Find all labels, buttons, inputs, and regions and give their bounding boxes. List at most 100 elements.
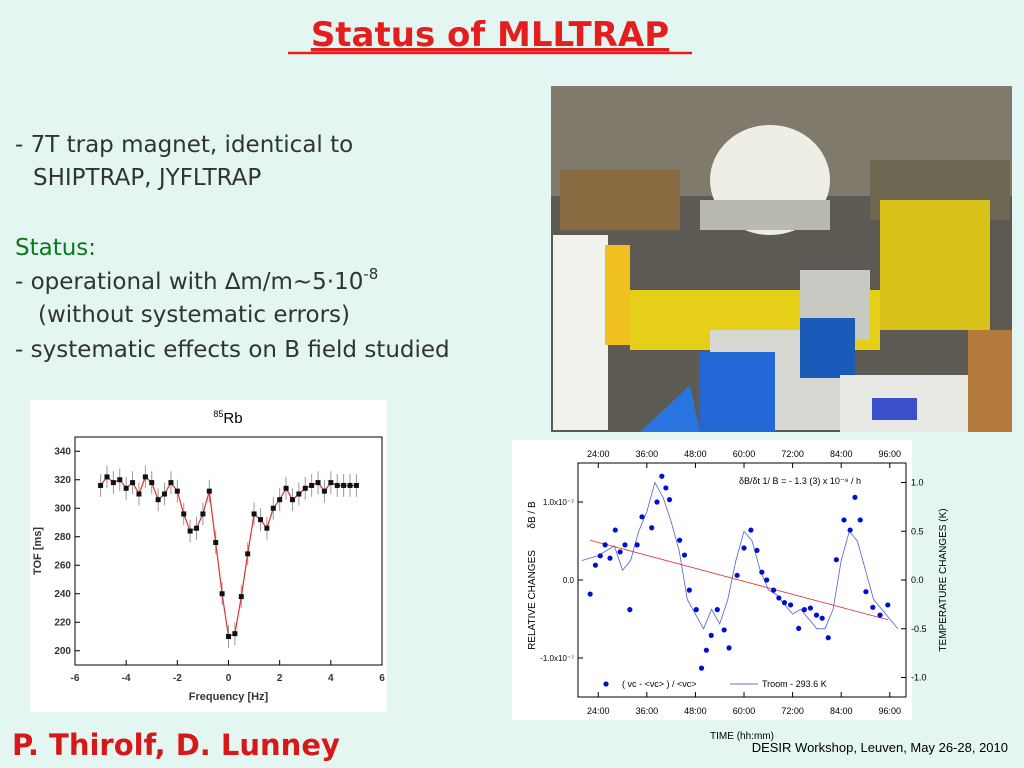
data-point (123, 485, 129, 491)
x-tick-label: 48:00 (684, 706, 707, 716)
data-point (213, 539, 219, 545)
authors: P. Thirolf, D. Lunney (12, 728, 340, 762)
data-point (597, 553, 603, 559)
data-point (634, 542, 640, 548)
data-point (334, 482, 340, 488)
data-point (283, 485, 289, 491)
data-point (607, 555, 613, 561)
data-point (666, 497, 673, 503)
data-point (226, 634, 231, 639)
y-tick-label: 200 (54, 646, 71, 657)
y2-tick-label: 0.0 (911, 575, 924, 585)
x-tick-label-top: 36:00 (636, 449, 659, 459)
data-point (787, 602, 794, 608)
data-point (734, 572, 740, 578)
data-point (741, 545, 747, 551)
data-point (703, 647, 709, 653)
data-point (130, 480, 136, 486)
title-superscript: 85 (213, 409, 223, 419)
data-point (770, 587, 777, 593)
y-tick-label: -1.0x10⁻⁷ (540, 654, 574, 663)
data-point (181, 511, 187, 517)
tof-panel (30, 400, 387, 712)
data-point (309, 482, 315, 488)
bullet: - systematic effects on B field studied (15, 337, 450, 363)
x-tick-label: 2 (277, 673, 283, 684)
y-axis-label: RELATIVE CHANGES (527, 550, 538, 650)
x-tick-label-top: 84:00 (830, 449, 853, 459)
y-tick-label: 0.0 (563, 576, 575, 585)
data-point (270, 505, 276, 511)
x-axis-label: Frequency [Hz] (189, 691, 269, 703)
x-tick-label: 24:00 (587, 706, 610, 716)
bullet-text: - operational with ∆m/m~5·10 (15, 269, 363, 295)
data-point (714, 607, 720, 613)
data-point (698, 665, 705, 671)
y2-tick-label: -0.5 (911, 624, 927, 634)
x-tick-label: -2 (173, 673, 182, 684)
x-tick-label-top: 60:00 (733, 449, 756, 459)
y-tick-label: 260 (54, 560, 71, 571)
data-point (801, 607, 807, 613)
data-point (807, 605, 814, 611)
data-point (251, 511, 257, 517)
data-point (649, 525, 655, 531)
x-tick-label: 6 (379, 673, 385, 684)
slide-title: Status of MLLTRAP (311, 15, 669, 55)
y-tick-label: 280 (54, 532, 71, 543)
data-point (587, 591, 593, 597)
data-point (764, 577, 770, 583)
data-point (187, 528, 193, 534)
data-point (321, 488, 327, 494)
data-point (347, 482, 353, 488)
data-point (174, 488, 180, 494)
data-point (117, 477, 123, 483)
data-point (796, 625, 802, 631)
trend-line (589, 539, 888, 621)
y-tick-label: 220 (54, 617, 71, 628)
data-point (264, 525, 270, 531)
data-point (841, 517, 847, 523)
y2-tick-label: -1.0 (911, 673, 927, 683)
y-tick-label: 300 (54, 503, 71, 514)
data-point (863, 589, 869, 595)
x-tick-label-top: 72:00 (781, 449, 804, 459)
y-tick-label: 340 (54, 446, 71, 457)
data-point (155, 497, 161, 503)
data-point (136, 491, 142, 497)
data-point (232, 631, 238, 637)
x-tick-label: 72:00 (781, 706, 804, 716)
y2-tick-label: 1.0 (911, 478, 924, 488)
data-point (612, 527, 618, 533)
data-point (98, 482, 104, 488)
data-point (708, 632, 714, 638)
chart-title: 85Rb (213, 409, 242, 427)
data-point (289, 497, 295, 503)
y-tick-label: 320 (54, 475, 71, 486)
data-point (759, 569, 765, 575)
data-point (296, 491, 302, 497)
legend-label: Troom - 293.6 K (762, 679, 827, 689)
temperature-line (581, 481, 899, 630)
data-point (639, 514, 645, 520)
data-point (257, 517, 263, 523)
x-tick-label-top: 96:00 (879, 449, 902, 459)
y-axis-label-sub: δB / B (527, 501, 538, 529)
x-tick-label: 0 (226, 673, 232, 684)
data-point (162, 491, 168, 497)
x-tick-label-top: 48:00 (684, 449, 707, 459)
y2-tick-label: 0.5 (911, 526, 924, 536)
bullet: (without systematic errors) (38, 302, 350, 328)
title-text: Rb (223, 410, 242, 427)
data-point (238, 594, 244, 600)
data-point (885, 602, 891, 608)
data-point (663, 485, 669, 491)
lab-photo (551, 86, 1012, 432)
x-tick-label: 84:00 (830, 706, 853, 716)
y-tick-label: 1.0x10⁻⁷ (543, 498, 574, 507)
data-point (592, 562, 599, 568)
data-point (721, 627, 727, 633)
data-point (781, 600, 788, 606)
